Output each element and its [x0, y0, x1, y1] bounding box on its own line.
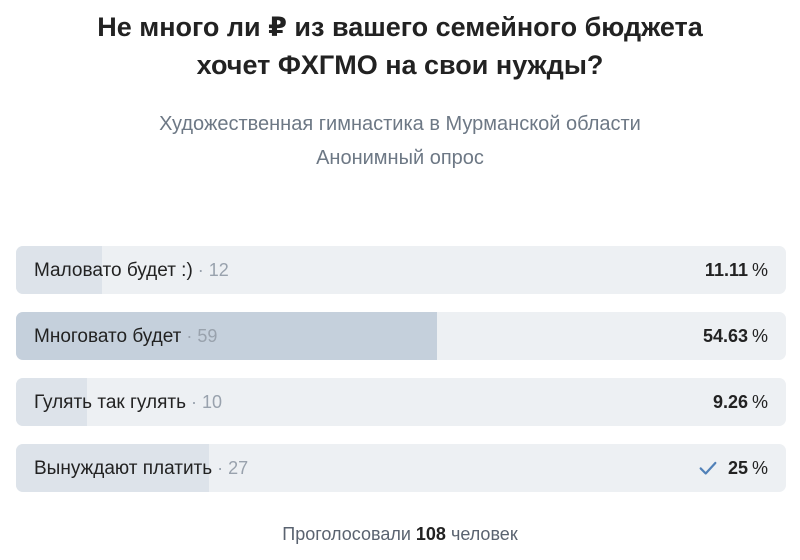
option-percent: 11.11%	[705, 246, 768, 294]
option-percent: 25%	[728, 444, 768, 492]
option-vote-count: · 10	[186, 392, 223, 412]
option-percent-unit: %	[751, 392, 768, 412]
poll-options: Маловато будет :) · 12 11.11% Многовато …	[16, 246, 786, 510]
poll-option-1[interactable]: Многовато будет · 59 54.63%	[16, 312, 786, 360]
option-text: Маловато будет :)	[34, 260, 193, 281]
option-vote-count: · 12	[192, 260, 229, 280]
option-percent-value: 25	[727, 458, 748, 478]
checkmark-icon	[699, 461, 717, 475]
option-label: Гулять так гулять · 10	[34, 378, 222, 426]
option-percent-value: 54.63	[702, 326, 748, 346]
community-name: Художественная гимнастика в Мурманской о…	[159, 113, 641, 135]
poll-title: Не много ли ₽ из вашего семейного бюджет…	[0, 8, 800, 84]
option-fill-bar	[16, 378, 88, 426]
option-percent-unit: %	[751, 326, 768, 346]
poll-option-2[interactable]: Гулять так гулять · 10 9.26%	[16, 378, 786, 426]
poll-title-line2: хочет ФХГМО на свои нужды?	[196, 50, 604, 80]
option-fill-bar	[16, 444, 209, 492]
poll-option-3[interactable]: Вынуждают платить · 27 25%	[16, 444, 786, 492]
option-fill-bar	[16, 246, 102, 294]
option-text: Вынуждают платить	[34, 458, 213, 479]
option-label: Многовато будет · 59	[34, 312, 217, 360]
option-percent: 54.63%	[703, 312, 768, 360]
option-fill-bar	[16, 312, 437, 360]
option-label: Вынуждают платить · 27	[34, 444, 248, 492]
option-percent: 9.26%	[713, 378, 768, 426]
total-votes: Проголосовали 108 человек	[0, 524, 800, 545]
option-percent-unit: %	[751, 458, 768, 478]
poll-type: Анонимный опрос	[316, 147, 484, 169]
option-percent-value: 9.26	[712, 392, 748, 412]
total-votes-count: 108	[415, 524, 446, 544]
option-vote-count: · 27	[212, 458, 249, 478]
option-text: Многовато будет	[34, 326, 182, 347]
poll-title-line1: Не много ли ₽ из вашего семейного бюджет…	[97, 12, 703, 42]
option-percent-value: 11.11	[704, 260, 748, 280]
option-vote-count: · 59	[181, 326, 218, 346]
option-percent-unit: %	[751, 260, 768, 280]
option-text: Гулять так гулять	[34, 392, 186, 413]
option-label: Маловато будет :) · 12	[34, 246, 229, 294]
poll-option-0[interactable]: Маловато будет :) · 12 11.11%	[16, 246, 786, 294]
total-votes-prefix: Проголосовали	[282, 524, 416, 544]
total-votes-suffix: человек	[445, 524, 518, 544]
